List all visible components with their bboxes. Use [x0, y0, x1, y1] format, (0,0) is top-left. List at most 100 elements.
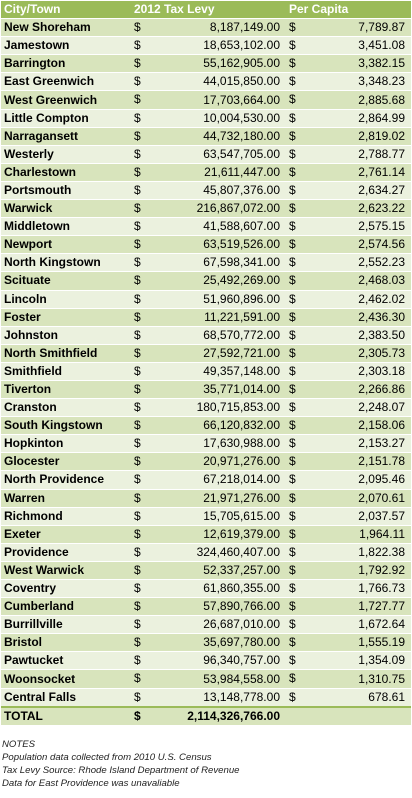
per-capita-cell: $2,468.03: [286, 271, 411, 291]
tax-levy-cell: $63,519,526.00: [131, 235, 286, 255]
per-capita-cell-value: 678.61: [368, 689, 405, 704]
town-name-cell: Hopkinton: [1, 434, 131, 454]
town-name-cell: South Kingstown: [1, 416, 131, 436]
currency-symbol: $: [134, 182, 141, 197]
per-capita-cell: $1,964.11: [286, 525, 411, 544]
per-capita-cell: $2,266.86: [286, 380, 411, 400]
per-capita-cell-value: 2,153.27: [358, 436, 405, 451]
tax-levy-cell-value: 68,570,772.00: [203, 327, 280, 342]
currency-symbol: $: [289, 581, 296, 595]
per-capita-cell: $1,555.19: [286, 633, 411, 653]
table-row: Providence $324,460,407.00 $1,822.38: [1, 543, 411, 562]
currency-symbol: $: [289, 526, 296, 541]
tax-levy-cell: $21,971,276.00: [131, 489, 286, 508]
tax-levy-cell: $35,697,780.00: [131, 633, 286, 653]
header-2012-tax-levy: 2012 Tax Levy: [131, 1, 286, 20]
currency-symbol: $: [134, 363, 141, 378]
tax-levy-cell-value: 63,519,526.00: [203, 237, 280, 252]
town-name-cell: Foster: [1, 308, 131, 327]
town-name-cell: Little Compton: [1, 109, 131, 128]
table-row: West Greenwich $17,703,664.00 $2,885.68: [1, 90, 411, 110]
tax-levy-cell-value: 8,187,149.00: [209, 20, 280, 35]
per-capita-cell-value: 2,623.22: [358, 201, 405, 216]
tax-levy-cell: $41,588,607.00: [131, 217, 286, 237]
tax-levy-cell-value: 13,148,778.00: [203, 689, 280, 704]
per-capita-cell: $1,727.77: [286, 597, 411, 617]
per-capita-cell: $2,248.07: [286, 398, 411, 418]
currency-symbol: $: [134, 345, 141, 360]
tax-levy-cell-value: 12,619,379.00: [203, 526, 280, 541]
currency-symbol: $: [134, 128, 141, 143]
per-capita-cell: $2,623.22: [286, 199, 411, 219]
per-capita-cell-value: 2,575.15: [358, 219, 405, 234]
town-name-cell: West Warwick: [1, 561, 131, 581]
town-name-cell: Jamestown: [1, 36, 131, 56]
per-capita-cell-value: 1,964.11: [359, 526, 405, 541]
per-capita-cell: $678.61: [286, 688, 411, 708]
tax-levy-cell: $216,867,072.00: [131, 199, 286, 219]
currency-symbol: $: [289, 617, 296, 632]
per-capita-cell-value: 2,158.06: [358, 418, 405, 433]
town-name-cell: Coventry: [1, 579, 131, 599]
per-capita-cell-value: 1,354.09: [358, 653, 405, 668]
table-row: New Shoreham $8,187,149.00 $7,789.87: [1, 18, 411, 38]
currency-symbol: $: [134, 418, 141, 433]
table-row: Cranston $180,715,853.00 $2,248.07: [1, 398, 411, 418]
tax-levy-cell: $67,598,341.00: [131, 253, 286, 273]
per-capita-cell: $1,310.75: [286, 669, 411, 689]
town-name-cell: Tiverton: [1, 380, 131, 400]
per-capita-cell: $1,672.64: [286, 615, 411, 635]
town-name-cell: Glocester: [1, 452, 131, 472]
currency-symbol: $: [289, 110, 296, 125]
table-row: Lincoln $51,960,896.00 $2,462.02: [1, 290, 411, 309]
currency-symbol: $: [134, 400, 141, 415]
town-name-cell: Pawtucket: [1, 651, 131, 671]
note-east-providence: Data for East Providence was unavaliable: [2, 778, 180, 789]
per-capita-cell: $2,095.46: [286, 470, 411, 490]
per-capita-cell: $7,789.87: [286, 18, 411, 38]
table-row: Central Falls $13,148,778.00 $678.61: [1, 688, 411, 708]
currency-symbol: $: [289, 219, 296, 234]
tax-levy-cell: $8,187,149.00: [131, 18, 286, 38]
table-row: Narragansett $44,732,180.00 $2,819.02: [1, 127, 411, 146]
tax-levy-cell-value: 53,984,558.00: [203, 671, 280, 686]
table-row: West Warwick $52,337,257.00 $1,792.92: [1, 561, 411, 581]
table-row: Tiverton $35,771,014.00 $2,266.86: [1, 380, 411, 400]
town-name-cell: East Greenwich: [1, 72, 131, 92]
currency-symbol: $: [134, 436, 141, 451]
currency-symbol: $: [289, 74, 296, 89]
town-name-cell: Portsmouth: [1, 181, 131, 201]
table-row: Exeter $12,619,379.00 $1,964.11: [1, 525, 411, 544]
table-row: Westerly $63,547,705.00 $2,788.77: [1, 145, 411, 164]
town-name-cell: Johnston: [1, 326, 131, 345]
tax-levy-cell-value: 35,771,014.00: [203, 382, 280, 397]
tax-levy-cell: $21,611,447.00: [131, 163, 286, 182]
per-capita-cell-value: 2,436.30: [358, 309, 405, 324]
currency-symbol: $: [289, 291, 296, 306]
tax-levy-cell-value: 61,860,355.00: [203, 581, 280, 596]
table-row: Jamestown $18,653,102.00 $3,451.08: [1, 36, 411, 56]
notes-title: NOTES: [2, 739, 36, 750]
town-name-cell: Newport: [1, 235, 131, 255]
town-name-cell: Central Falls: [1, 688, 131, 708]
per-capita-cell: $1,792.92: [286, 561, 411, 581]
table-row: Pawtucket $96,340,757.00 $1,354.09: [1, 651, 411, 671]
town-name-cell: Exeter: [1, 525, 131, 544]
tax-levy-cell-value: 44,732,180.00: [203, 128, 280, 143]
per-capita-cell-value: 1,822.38: [358, 544, 405, 559]
town-name-cell: Woonsocket: [1, 669, 131, 689]
per-capita-cell-value: 2,788.77: [358, 146, 405, 161]
currency-symbol: $: [134, 689, 141, 704]
tax-levy-cell: $66,120,832.00: [131, 416, 286, 436]
town-name-cell: Cumberland: [1, 597, 131, 617]
currency-symbol: $: [289, 599, 296, 614]
currency-symbol: $: [134, 74, 141, 89]
tax-levy-cell-value: 27,592,721.00: [203, 345, 280, 360]
town-name-cell: Scituate: [1, 271, 131, 291]
tax-levy-cell-value: 55,162,905.00: [203, 56, 280, 71]
tax-levy-cell: $44,015,850.00: [131, 72, 286, 92]
currency-symbol: $: [289, 128, 296, 143]
tax-levy-cell-value: 44,015,850.00: [203, 74, 280, 89]
tax-levy-cell: $68,570,772.00: [131, 326, 286, 345]
tax-levy-cell: $35,771,014.00: [131, 380, 286, 400]
